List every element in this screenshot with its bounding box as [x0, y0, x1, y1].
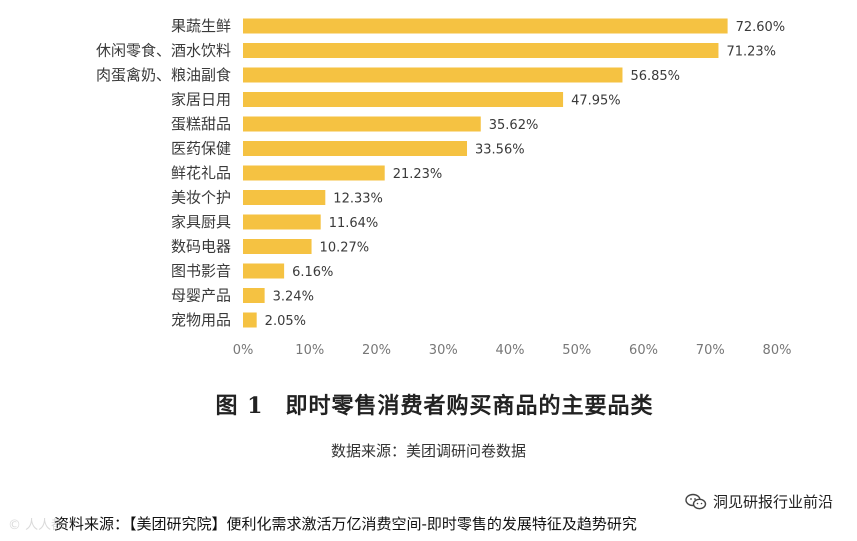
bar: [243, 214, 321, 230]
value-label: 72.60%: [736, 20, 786, 35]
figure-source: 数据来源：美团调研问卷数据: [330, 442, 526, 460]
value-label: 11.64%: [329, 216, 379, 231]
x-tick-label: 0%: [233, 343, 254, 358]
value-label: 3.24%: [273, 290, 314, 305]
value-label: 6.16%: [292, 265, 333, 280]
bar: [243, 239, 312, 254]
category-label: 家具厨具: [171, 213, 231, 231]
bar: [243, 141, 468, 156]
value-label: 12.33%: [333, 192, 383, 207]
figure-title: 图 1 即时零售消费者购买商品的主要品类: [0, 388, 857, 420]
value-label: 47.95%: [571, 94, 621, 109]
category-label: 数码电器: [171, 238, 231, 256]
category-label: 医药保健: [171, 140, 231, 158]
watermark: © 人人都: [8, 518, 65, 533]
category-label: 休闲零食、酒水饮料: [96, 42, 231, 60]
wechat-icon: [685, 493, 707, 509]
value-label: 33.56%: [475, 143, 525, 158]
category-label: 蛋糕甜品: [171, 115, 231, 133]
bar: [243, 288, 265, 303]
bar: [243, 312, 257, 328]
x-tick-label: 50%: [562, 343, 591, 358]
x-tick-label: 70%: [696, 343, 725, 358]
value-label: 56.85%: [630, 69, 680, 84]
category-label: 果蔬生鲜: [171, 17, 231, 35]
bar: [243, 92, 564, 107]
value-label: 71.23%: [726, 45, 776, 60]
value-label: 35.62%: [489, 118, 539, 133]
bar: [243, 18, 728, 34]
x-tick-label: 40%: [496, 343, 525, 358]
bar: [243, 190, 326, 205]
category-label: 图书影音: [171, 262, 231, 280]
category-label: 鲜花礼品: [171, 164, 231, 182]
category-label: 家居日用: [171, 91, 231, 109]
bar: [243, 165, 385, 181]
bar: [243, 263, 285, 279]
value-label: 10.27%: [320, 241, 370, 256]
category-label: 肉蛋禽奶、粮油副食: [96, 66, 231, 84]
x-tick-label: 10%: [295, 343, 324, 358]
value-label: 21.23%: [393, 167, 443, 182]
figure-title-text: 即时零售消费者购买商品的主要品类: [285, 393, 654, 419]
x-tick-label: 20%: [362, 343, 391, 358]
bar: [243, 67, 623, 83]
figure-number: 图 1: [215, 393, 264, 419]
bar-chart: 果蔬生鲜 72.60% 休闲零食、酒水饮料 71.23% 肉蛋禽奶、粮油副食 56.85%…: [96, 17, 792, 358]
category-label: 宠物用品: [171, 311, 231, 329]
footer-source: 资料来源：【美团研究院】便利化需求激活万亿消费空间-即时零售的发展特征及趋势研究: [54, 515, 637, 533]
value-label: 2.05%: [265, 314, 306, 329]
bar: [243, 43, 719, 58]
category-label: 美妆个护: [171, 189, 231, 207]
x-tick-label: 80%: [763, 343, 792, 358]
category-label: 母婴产品: [171, 287, 231, 305]
x-tick-label: 30%: [429, 343, 458, 358]
bar: [243, 116, 481, 132]
wechat-account: 洞见研报行业前沿: [685, 491, 833, 512]
x-tick-label: 60%: [629, 343, 658, 358]
wechat-account-name: 洞见研报行业前沿: [712, 493, 833, 511]
